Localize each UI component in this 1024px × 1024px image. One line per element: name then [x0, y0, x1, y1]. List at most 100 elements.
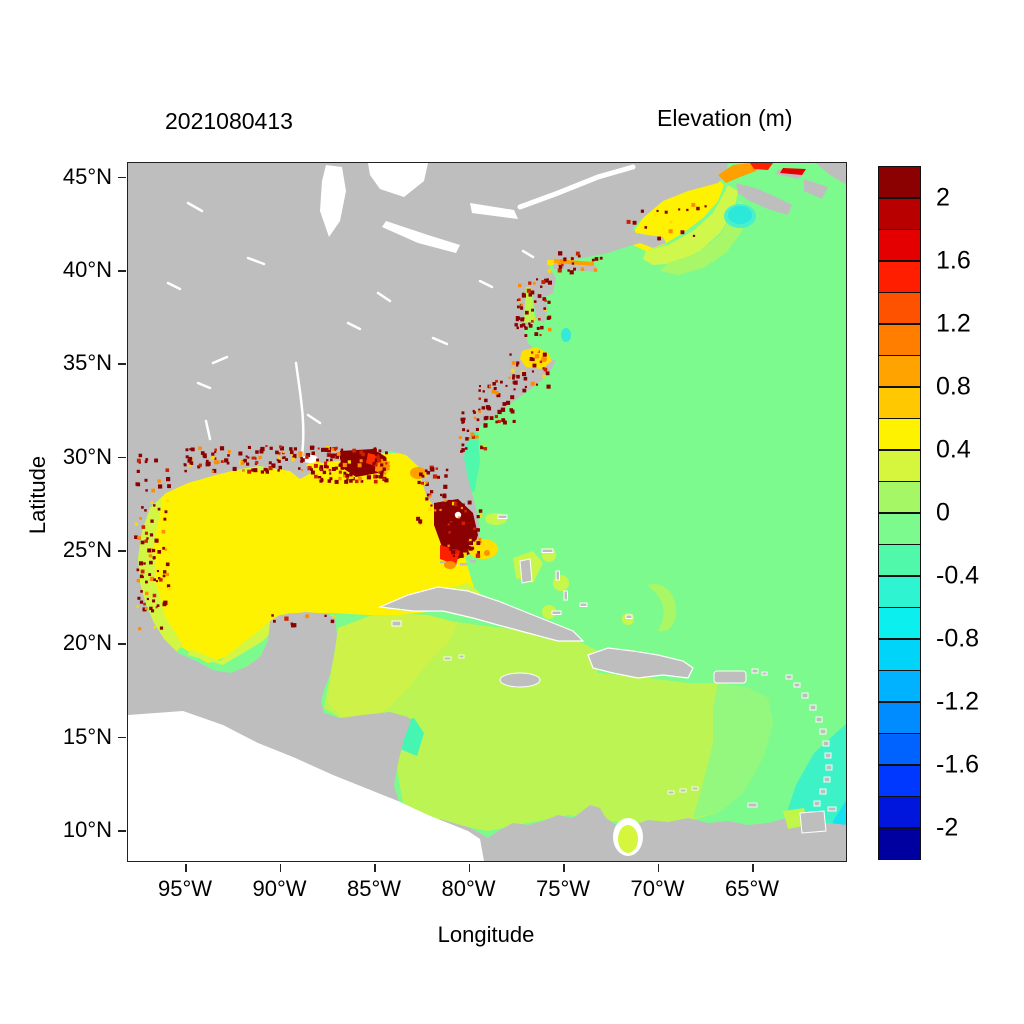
flood-speckle [417, 480, 421, 485]
flood-speckle [454, 549, 459, 554]
lake-maracaibo-fill [618, 825, 638, 853]
x-tick-label: 75°W [535, 876, 591, 901]
flood-speckle [704, 205, 707, 208]
x-tick-label: 95°W [157, 876, 213, 901]
colorbar-cell [878, 575, 921, 608]
flood-speckle [145, 580, 148, 584]
flood-speckle [361, 452, 365, 457]
flood-speckle [335, 455, 339, 459]
flood-speckle [509, 353, 512, 356]
x-tick-mark [279, 864, 281, 872]
flood-speckle [558, 251, 563, 256]
flood-speckle [449, 547, 453, 551]
flood-speckle [484, 415, 489, 420]
flood-speckle [327, 479, 332, 483]
y-tick-mark [118, 363, 126, 365]
offshore-teal-dot [561, 328, 571, 342]
flood-speckle [533, 282, 536, 285]
flood-speckle [331, 467, 336, 471]
flood-speckle [457, 516, 460, 519]
flood-speckle [435, 467, 438, 470]
flood-speckle [528, 293, 532, 297]
flood-speckle [461, 515, 465, 518]
isle-of-youth-land [391, 620, 402, 627]
flood-speckle [528, 324, 533, 328]
flood-speckle [432, 474, 438, 479]
flood-speckle [519, 324, 523, 328]
flood-speckle [516, 361, 520, 365]
flood-speckle [492, 382, 496, 386]
flood-speckle [426, 493, 430, 497]
flood-speckle [528, 281, 532, 285]
flood-speckle [331, 448, 335, 451]
flood-speckle [521, 293, 526, 298]
flood-speckle [471, 537, 476, 542]
flood-speckle [680, 230, 685, 235]
flood-speckle [344, 479, 349, 484]
lake-managua [380, 808, 390, 814]
flood-speckle [471, 534, 476, 539]
flood-speckle [544, 278, 548, 283]
flood-speckle [536, 326, 540, 330]
flood-speckle [134, 535, 138, 539]
flood-speckle [367, 470, 370, 473]
flood-speckle [139, 561, 144, 566]
nova-scotia-cold-spot [728, 206, 752, 224]
flood-speckle [475, 427, 479, 431]
colorbar-tick-label: -2 [936, 813, 959, 841]
flood-speckle [374, 463, 378, 466]
flood-speckle [385, 451, 388, 455]
flood-speckle [149, 560, 153, 565]
flood-speckle [483, 423, 488, 428]
flood-speckle [516, 326, 519, 330]
north-central-america-land [128, 163, 846, 861]
flood-speckle [532, 318, 535, 321]
y-tick-label: 10°N [62, 817, 112, 842]
flood-speckle [494, 414, 498, 419]
y-tick-mark [118, 643, 126, 645]
flood-speckle [152, 593, 157, 598]
flood-speckle [290, 454, 294, 457]
x-tick-mark [468, 864, 470, 872]
flood-speckle [152, 556, 156, 560]
flood-speckle [531, 308, 534, 312]
flood-speckle [255, 450, 259, 454]
flood-speckle [313, 463, 318, 468]
flood-speckle [428, 495, 432, 498]
flood-speckle [482, 390, 485, 393]
nova-scotia-land [736, 183, 792, 215]
flood-speckle [319, 465, 324, 469]
flood-speckle [211, 470, 214, 473]
flood-speckle [452, 555, 455, 558]
colorbar-cell [878, 386, 921, 419]
flood-speckle [211, 456, 215, 460]
flood-speckle [543, 307, 546, 310]
flood-speckle [291, 457, 295, 461]
flood-speckle [349, 473, 353, 477]
flood-speckle [530, 290, 535, 295]
flood-speckle [478, 509, 483, 513]
flood-speckle [446, 515, 451, 519]
flood-speckle [445, 468, 449, 472]
hispaniola-land [587, 647, 694, 679]
colorbar-tick-label: -0.8 [936, 624, 980, 652]
flood-speckle [495, 420, 499, 424]
flood-speckle [426, 470, 430, 475]
flood-speckle [462, 428, 466, 432]
flood-speckle [282, 456, 285, 460]
flood-speckle [532, 363, 537, 368]
flood-speckle [547, 300, 551, 304]
flood-speckle [328, 447, 332, 450]
flood-speckle [522, 372, 527, 377]
flood-speckle [524, 326, 528, 330]
flood-speckle [561, 263, 564, 267]
flood-speckle [495, 379, 498, 383]
flood-speckle [539, 360, 543, 363]
flood-speckle [430, 467, 435, 472]
flood-speckle [476, 541, 481, 545]
colorbar-title: Elevation (m) [657, 105, 793, 131]
flood-speckle [461, 521, 466, 525]
flood-speckle [461, 411, 465, 415]
flood-speckle [317, 447, 320, 450]
flood-speckle [447, 499, 452, 504]
